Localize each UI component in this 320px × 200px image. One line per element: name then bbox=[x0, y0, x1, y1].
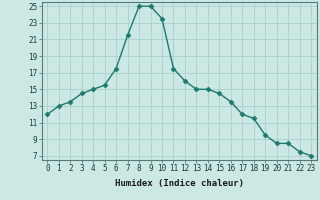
X-axis label: Humidex (Indice chaleur): Humidex (Indice chaleur) bbox=[115, 179, 244, 188]
